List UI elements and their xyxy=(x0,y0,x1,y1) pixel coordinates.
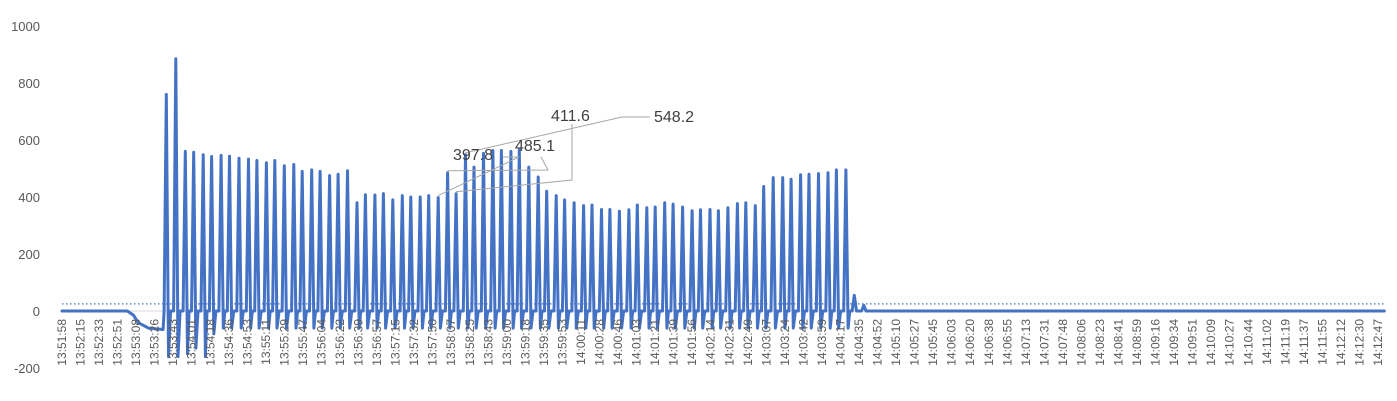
x-tick-label: 13:53:43 xyxy=(166,319,180,366)
x-tick-label: 13:56:57 xyxy=(370,319,384,366)
x-tick-label: 14:07:31 xyxy=(1037,319,1051,366)
x-tick-label: 13:53:26 xyxy=(148,319,162,366)
x-tick-label: 14:03:07 xyxy=(759,319,773,366)
x-tick-label: 14:03:59 xyxy=(815,319,829,366)
y-tick-label: 800 xyxy=(18,76,40,91)
x-tick-label: 14:08:06 xyxy=(1074,319,1088,366)
x-tick-label: 13:59:35 xyxy=(537,319,551,366)
x-tick-label: 14:00:28 xyxy=(593,319,607,366)
x-tick-label: 13:58:07 xyxy=(444,319,458,366)
x-tick-label: 13:52:51 xyxy=(111,319,125,366)
x-tick-label: 14:00:11 xyxy=(574,319,588,365)
x-tick-label: 13:59:53 xyxy=(556,319,570,366)
x-tick-label: 14:05:10 xyxy=(889,319,903,366)
series-line xyxy=(60,57,1386,359)
x-tick-label: 13:52:33 xyxy=(92,319,106,366)
x-tick-label: 13:59:00 xyxy=(500,319,514,366)
x-tick-label: 14:06:55 xyxy=(1000,319,1014,366)
y-tick-label: 600 xyxy=(18,133,40,148)
x-tick-label: 14:08:59 xyxy=(1130,319,1144,366)
x-tick-label: 14:04:17 xyxy=(834,319,848,366)
x-tick-label: 14:03:24 xyxy=(778,319,792,366)
x-tick-label: 13:58:43 xyxy=(481,319,495,366)
data-label-leader-line xyxy=(465,116,650,154)
x-tick-label: 14:06:38 xyxy=(982,319,996,366)
x-tick-label: 14:03:42 xyxy=(796,319,810,366)
x-tick-label: 13:54:53 xyxy=(240,319,254,366)
x-tick-label: 14:09:34 xyxy=(1167,319,1181,366)
x-tick-label: 13:54:01 xyxy=(185,319,199,366)
x-tick-label: 14:12:12 xyxy=(1334,319,1348,366)
data-label: 411.6 xyxy=(551,108,590,125)
x-tick-label: 14:12:47 xyxy=(1371,319,1385,366)
x-tick-label: 14:02:14 xyxy=(704,319,718,366)
series-path xyxy=(60,57,1386,359)
x-tick-label: 14:07:13 xyxy=(1019,319,1033,366)
x-tick-label: 13:55:11 xyxy=(259,319,273,365)
x-tick-label: 13:57:32 xyxy=(407,319,421,366)
y-axis: -200 0 200 400 600 800 1000 xyxy=(11,19,40,376)
x-tick-label: 14:10:27 xyxy=(1223,319,1237,366)
x-tick-label: 14:08:41 xyxy=(1112,319,1126,366)
x-tick-label: 14:08:23 xyxy=(1093,319,1107,366)
x-tick-label: 13:51:58 xyxy=(55,319,69,366)
data-label-leader-line xyxy=(447,156,549,172)
x-tick-label: 14:07:48 xyxy=(1056,319,1070,366)
x-tick-label: 14:09:16 xyxy=(1149,319,1163,366)
x-tick-label: 13:57:50 xyxy=(426,319,440,366)
x-tick-label: 13:52:15 xyxy=(74,319,88,366)
data-label: 548.2 xyxy=(654,109,694,126)
x-tick-label: 14:06:03 xyxy=(945,319,959,366)
x-tick-label: 14:01:03 xyxy=(630,319,644,366)
data-labels: 397.8 485.1 411.6 548.2 xyxy=(453,108,694,164)
x-tick-label: 13:56:39 xyxy=(352,319,366,366)
x-tick-label: 13:57:15 xyxy=(389,319,403,366)
x-tick-label: 14:11:37 xyxy=(1297,319,1311,365)
x-tick-label: 14:09:51 xyxy=(1186,319,1200,366)
x-tick-label: 13:54:36 xyxy=(222,319,236,366)
x-tick-label: 14:02:49 xyxy=(741,319,755,366)
x-tick-label: 14:00:46 xyxy=(611,319,625,366)
x-tick-label: 13:59:18 xyxy=(518,319,532,366)
x-tick-label: 14:10:44 xyxy=(1241,319,1255,366)
y-tick-label: 200 xyxy=(18,247,40,262)
x-tick-label: 14:05:27 xyxy=(908,319,922,366)
x-tick-label: 14:10:09 xyxy=(1204,319,1218,366)
x-tick-label: 14:01:39 xyxy=(667,319,681,366)
x-tick-label: 13:55:29 xyxy=(277,319,291,366)
y-tick-label: 400 xyxy=(18,190,40,205)
data-label: 397.8 xyxy=(453,147,493,164)
x-tick-label: 14:11:02 xyxy=(1260,319,1274,365)
data-label-leader-line xyxy=(437,156,520,197)
x-tick-label: 13:55:47 xyxy=(296,319,310,366)
x-tick-label: 13:53:08 xyxy=(129,319,143,366)
x-tick-label: 14:11:19 xyxy=(1278,319,1292,365)
x-tick-label: 13:56:22 xyxy=(333,319,347,366)
x-tick-label: 14:01:21 xyxy=(648,319,662,366)
x-tick-label: 14:01:56 xyxy=(685,319,699,366)
y-tick-label: -200 xyxy=(14,361,40,376)
data-label-leaders xyxy=(437,116,650,197)
x-tick-label: 13:58:25 xyxy=(463,319,477,366)
x-tick-label: 14:04:52 xyxy=(871,319,885,366)
x-tick-label: 14:11:55 xyxy=(1315,319,1329,365)
data-label-leader-line xyxy=(456,124,573,193)
x-tick-label: 14:02:31 xyxy=(722,319,736,366)
x-axis: 13:51:58 13:52:15 13:52:33 13:52:51 13:53:08… xyxy=(55,319,1385,366)
x-tick-label: 14:04:35 xyxy=(852,319,866,366)
y-tick-label: 0 xyxy=(33,304,40,319)
data-label: 485.1 xyxy=(515,138,555,155)
x-tick-label: 14:06:20 xyxy=(963,319,977,366)
x-tick-label: 13:54:18 xyxy=(203,319,217,366)
x-tick-label: 14:05:45 xyxy=(926,319,940,366)
x-tick-label: 13:56:04 xyxy=(315,319,329,366)
y-tick-label: 1000 xyxy=(11,19,40,34)
x-tick-label: 14:12:30 xyxy=(1353,319,1367,366)
